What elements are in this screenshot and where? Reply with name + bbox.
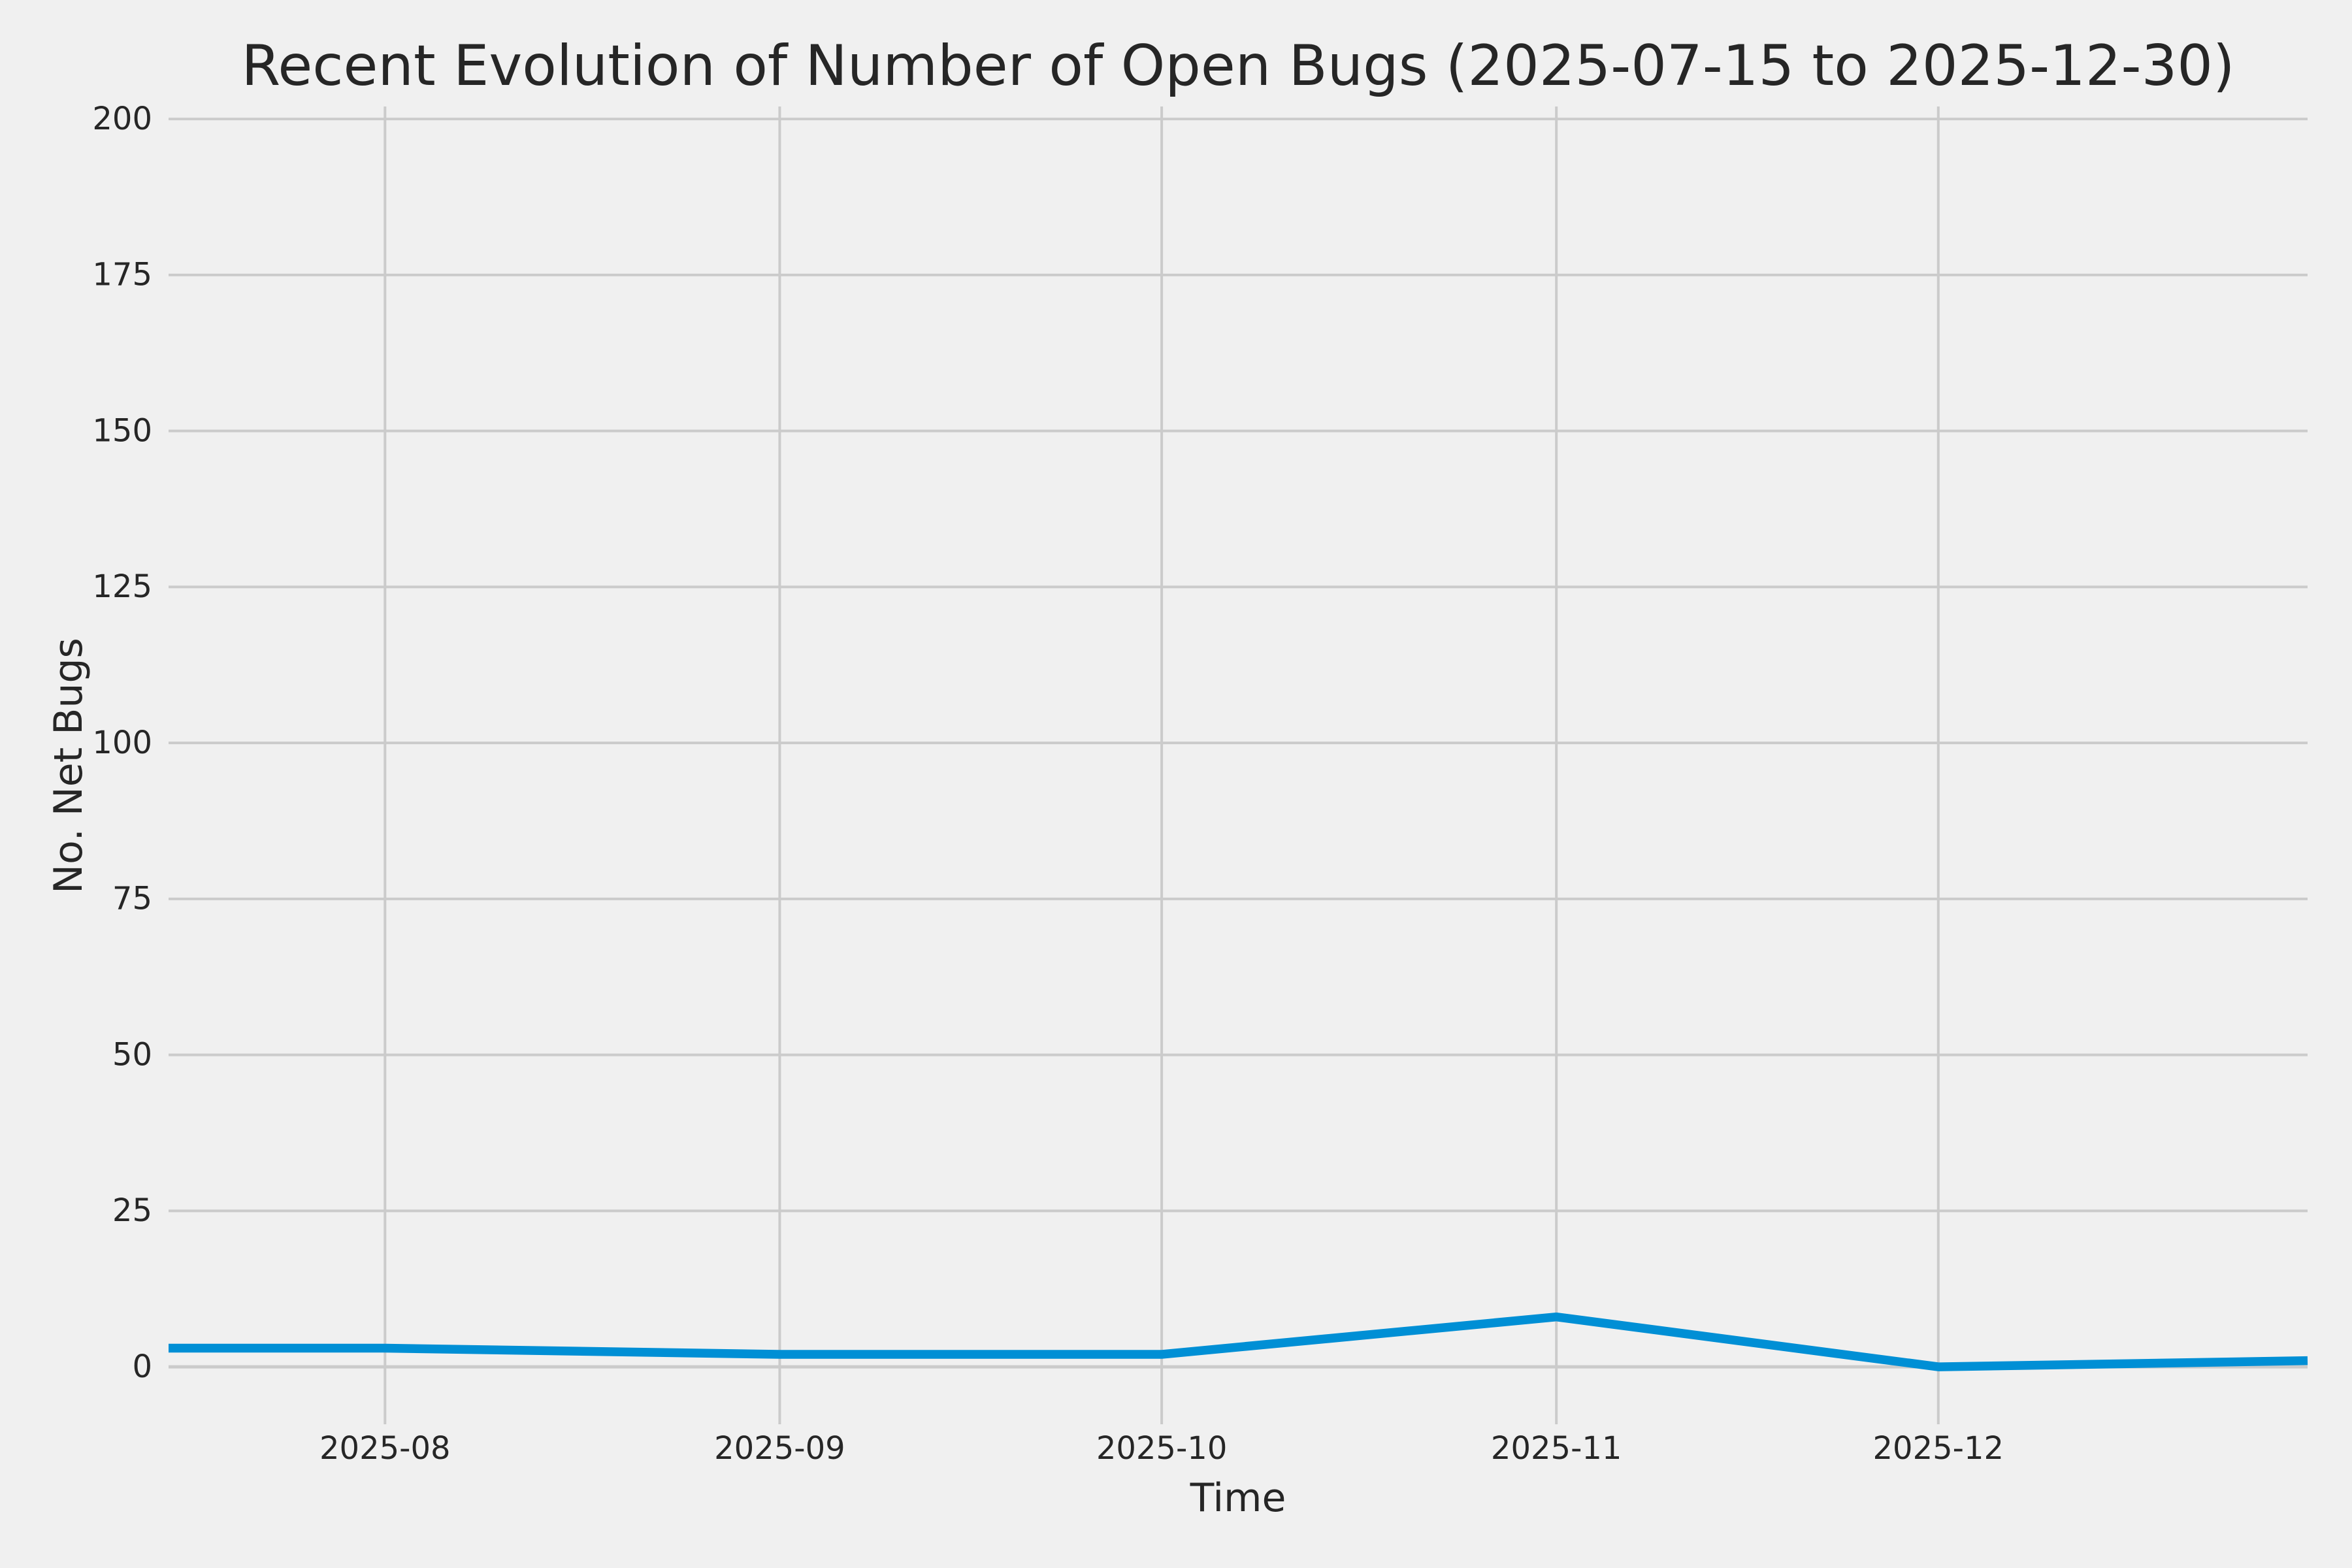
y-tick-label-50: 50 (112, 1036, 152, 1073)
y-tick-label-150: 150 (92, 412, 152, 449)
y-tick-label-125: 125 (92, 568, 152, 605)
x-tick-label-2025-12: 2025-12 (1873, 1430, 2004, 1467)
x-tick-label-2025-09: 2025-09 (714, 1430, 845, 1467)
y-tick-label-100: 100 (92, 725, 152, 761)
x-tick-label-2025-08: 2025-08 (319, 1430, 451, 1467)
y-tick-label-175: 175 (92, 257, 152, 293)
x-tick-label-2025-10: 2025-10 (1096, 1430, 1228, 1467)
chart-title: Recent Evolution of Number of Open Bugs … (241, 33, 2235, 99)
y-tick-label-0: 0 (132, 1348, 152, 1385)
y-tick-label-75: 75 (112, 881, 152, 917)
y-tick-label-200: 200 (92, 101, 152, 137)
open-bugs-line (169, 1312, 2308, 1371)
x-tick-label-2025-11: 2025-11 (1491, 1430, 1622, 1467)
y-axis-label: No. Net Bugs (46, 638, 91, 894)
x-axis-label: Time (1190, 1475, 1286, 1521)
y-tick-label-25: 25 (112, 1192, 152, 1229)
